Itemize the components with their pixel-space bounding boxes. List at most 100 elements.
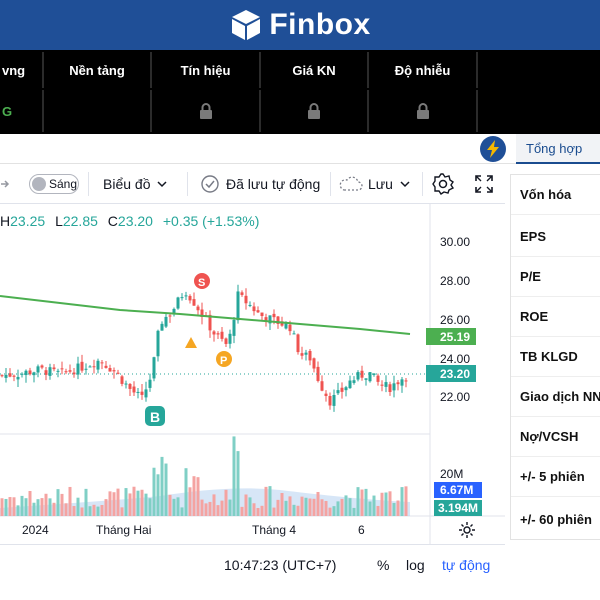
metric-avg-volume[interactable]: TB KLGD (511, 337, 600, 377)
candle-body (124, 383, 128, 385)
volume-bar (200, 499, 204, 516)
profit-marker-label: P (220, 355, 227, 367)
signals-value-price[interactable] (261, 90, 369, 132)
volume-bar (252, 503, 256, 516)
candle-body (144, 389, 148, 398)
auto-scale-button[interactable]: tự động (442, 557, 491, 573)
candle-body (8, 373, 12, 377)
candle-body (148, 379, 152, 388)
price-tick-26: 26.00 (440, 313, 470, 327)
volume-bar (400, 487, 404, 516)
volume-bar (396, 500, 400, 516)
candle-body (128, 384, 132, 389)
toolbar-divider (88, 172, 89, 196)
candle-body (352, 380, 356, 383)
metric-market-cap[interactable]: Vốn hóa (511, 175, 600, 215)
candle-body (20, 373, 24, 375)
candle-body (248, 304, 252, 306)
candle-body (316, 366, 320, 381)
volume-bar (32, 502, 36, 516)
log-scale-button[interactable]: log (406, 557, 425, 573)
volume-bar (24, 498, 28, 516)
candle-body (264, 317, 268, 322)
volume-bar (56, 489, 60, 516)
candle-body (180, 297, 184, 299)
quick-action-button[interactable] (480, 136, 506, 162)
metric-eps[interactable]: EPS (511, 217, 600, 257)
chart-toolbar: Sáng Biểu đồ Đã lưu tự động Lưu (0, 164, 505, 204)
candle-body (288, 324, 292, 332)
volume-bar (64, 503, 68, 516)
chart-canvas[interactable]: 30.00 28.00 26.00 24.00 22.00 20M 25.19 … (0, 204, 505, 544)
time-label-6: 6 (358, 523, 365, 537)
signals-header-trend: vng (0, 52, 44, 88)
volume-bar (156, 474, 160, 516)
candle-body (268, 315, 272, 324)
sell-marker-label: S (198, 277, 205, 289)
signals-value-signal[interactable] (152, 90, 261, 132)
settings-button[interactable] (431, 164, 455, 204)
chart-type-menu[interactable]: Biểu đồ (103, 164, 170, 204)
autosave-button[interactable]: Đã lưu tự động (200, 164, 320, 204)
candle-body (404, 380, 408, 382)
volume-bar (100, 504, 104, 516)
metric-roe[interactable]: ROE (511, 297, 600, 337)
volume-bar (108, 491, 112, 516)
volume-bars (0, 436, 410, 516)
metric-change-5[interactable]: +/- 5 phiên (511, 457, 600, 497)
volume-bar (52, 502, 56, 516)
buy-marker[interactable] (145, 406, 165, 426)
metric-pe[interactable]: P/E (511, 257, 600, 297)
metric-change-60[interactable]: +/- 60 phiên (520, 511, 592, 527)
scroll-left-arrow[interactable] (0, 164, 10, 204)
theme-toggle-switch[interactable]: Sáng (29, 174, 79, 194)
chevron-down-icon (157, 181, 168, 188)
time-axis-settings-button[interactable] (459, 522, 475, 538)
brand-logo[interactable]: Finbox (229, 8, 370, 42)
candle-body (192, 299, 196, 306)
lightning-icon (487, 140, 499, 158)
volume-bar (268, 486, 272, 516)
candle-body (364, 378, 368, 380)
price-chart[interactable]: H23.25 L22.85 C23.20 +0.35 (+1.53%) 30.0… (0, 204, 505, 544)
signals-value-trend: G (0, 90, 44, 132)
metric-foreign-trading[interactable]: Giao dịch NN (511, 377, 600, 417)
candle-body (324, 393, 328, 396)
volume-bar (304, 497, 308, 516)
candle-body (200, 309, 204, 317)
theme-toggle[interactable]: Sáng (29, 164, 79, 204)
candle-body (116, 372, 120, 374)
sell-marker[interactable] (194, 273, 210, 289)
metric-debt-equity[interactable]: Nợ/VCSH (511, 417, 600, 457)
volume-bar (164, 463, 168, 516)
volume-bar (148, 498, 152, 516)
signals-header-noise: Độ nhiễu (369, 52, 478, 88)
volume-badge-1-text: 6.67M (440, 483, 473, 497)
fullscreen-button[interactable] (474, 164, 494, 204)
candle-body (108, 368, 112, 372)
candle-body (256, 310, 260, 313)
volume-bar (352, 507, 356, 516)
tab-summary[interactable]: Tổng hợp (516, 134, 600, 164)
chart-type-label: Biểu đồ (103, 176, 151, 192)
save-menu[interactable]: Lưu (338, 164, 413, 204)
candle-body (284, 323, 288, 329)
volume-bar (68, 486, 72, 516)
volume-bar (316, 491, 320, 516)
candle-body (304, 352, 308, 355)
percent-scale-button[interactable]: % (377, 557, 390, 573)
signals-value-noise[interactable] (369, 90, 478, 132)
profit-marker[interactable] (216, 351, 232, 367)
volume-bar (132, 486, 136, 516)
volume-badge-1 (434, 482, 482, 498)
lock-icon (416, 103, 429, 119)
clock-readout: 10:47:23 (UTC+7) (224, 557, 337, 573)
ohlc-high-key: H (0, 213, 11, 229)
volume-bar (168, 494, 172, 516)
signals-value-extra (478, 90, 600, 132)
candle-body (112, 370, 116, 372)
volume-bar (324, 500, 328, 516)
volume-bar (340, 498, 344, 516)
signals-header-foundation: Nền tảng (44, 52, 152, 88)
candle-body (40, 365, 44, 368)
